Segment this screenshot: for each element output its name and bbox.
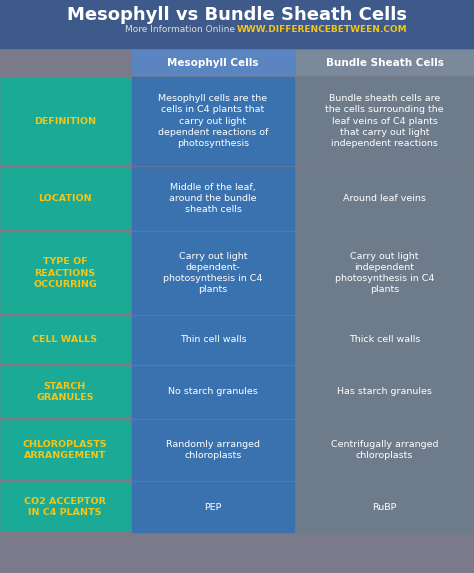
Text: DEFINITION: DEFINITION (34, 116, 96, 125)
Text: STARCH
GRANULES: STARCH GRANULES (36, 382, 94, 402)
Text: Thin cell walls: Thin cell walls (180, 336, 246, 344)
Bar (132, 77, 294, 165)
Text: WWW.DIFFERENCEBETWEEN.COM: WWW.DIFFERENCEBETWEEN.COM (237, 26, 408, 34)
Text: CO2 ACCEPTOR
IN C4 PLANTS: CO2 ACCEPTOR IN C4 PLANTS (24, 497, 106, 517)
Bar (132, 167, 294, 230)
Text: Carry out light
independent
photosynthesis in C4
plants: Carry out light independent photosynthes… (335, 252, 434, 294)
Text: Thick cell walls: Thick cell walls (349, 336, 420, 344)
Bar (0, 0, 474, 48)
Text: Carry out light
dependent-
photosynthesis in C4
plants: Carry out light dependent- photosynthesi… (164, 252, 263, 294)
Text: Around leaf veins: Around leaf veins (343, 194, 426, 203)
Bar (132, 482, 294, 532)
Bar (296, 167, 473, 230)
Bar (296, 77, 473, 165)
Polygon shape (1, 233, 141, 313)
Text: Mesophyll Cells: Mesophyll Cells (167, 57, 259, 68)
Text: Has starch granules: Has starch granules (337, 387, 432, 397)
Text: CHLOROPLASTS
ARRANGEMENT: CHLOROPLASTS ARRANGEMENT (23, 439, 107, 460)
Text: RuBP: RuBP (372, 503, 397, 512)
Text: PEP: PEP (204, 503, 222, 512)
Bar (296, 316, 473, 364)
Bar (296, 482, 473, 532)
Bar (296, 420, 473, 480)
Text: TYPE OF
REACTIONS
OCCURRING: TYPE OF REACTIONS OCCURRING (33, 257, 97, 289)
Polygon shape (1, 421, 141, 479)
Text: No starch granules: No starch granules (168, 387, 258, 397)
Polygon shape (1, 78, 141, 164)
Text: Bundle Sheath Cells: Bundle Sheath Cells (326, 57, 444, 68)
Polygon shape (1, 168, 141, 229)
Text: CELL WALLS: CELL WALLS (33, 336, 98, 344)
Polygon shape (1, 367, 141, 417)
Bar (296, 366, 473, 418)
Bar (132, 366, 294, 418)
Text: LOCATION: LOCATION (38, 194, 92, 203)
Polygon shape (1, 317, 141, 363)
Bar (132, 50, 294, 75)
Text: Randomly arranged
chloroplasts: Randomly arranged chloroplasts (166, 440, 260, 460)
Bar (132, 232, 294, 314)
Bar (132, 420, 294, 480)
Bar (296, 50, 473, 75)
Text: Mesophyll vs Bundle Sheath Cells: Mesophyll vs Bundle Sheath Cells (67, 6, 407, 24)
Text: More Information Online: More Information Online (125, 26, 235, 34)
Text: Mesophyll cells are the
cells in C4 plants that
carry out light
dependent reacti: Mesophyll cells are the cells in C4 plan… (158, 95, 268, 148)
Bar (296, 232, 473, 314)
Text: Bundle sheath cells are
the cells surrounding the
leaf veins of C4 plants
that c: Bundle sheath cells are the cells surrou… (325, 95, 444, 148)
Bar (132, 316, 294, 364)
Polygon shape (1, 483, 141, 531)
Text: Middle of the leaf,
around the bundle
sheath cells: Middle of the leaf, around the bundle sh… (169, 183, 257, 214)
Text: Centrifugally arranged
chloroplasts: Centrifugally arranged chloroplasts (331, 440, 438, 460)
